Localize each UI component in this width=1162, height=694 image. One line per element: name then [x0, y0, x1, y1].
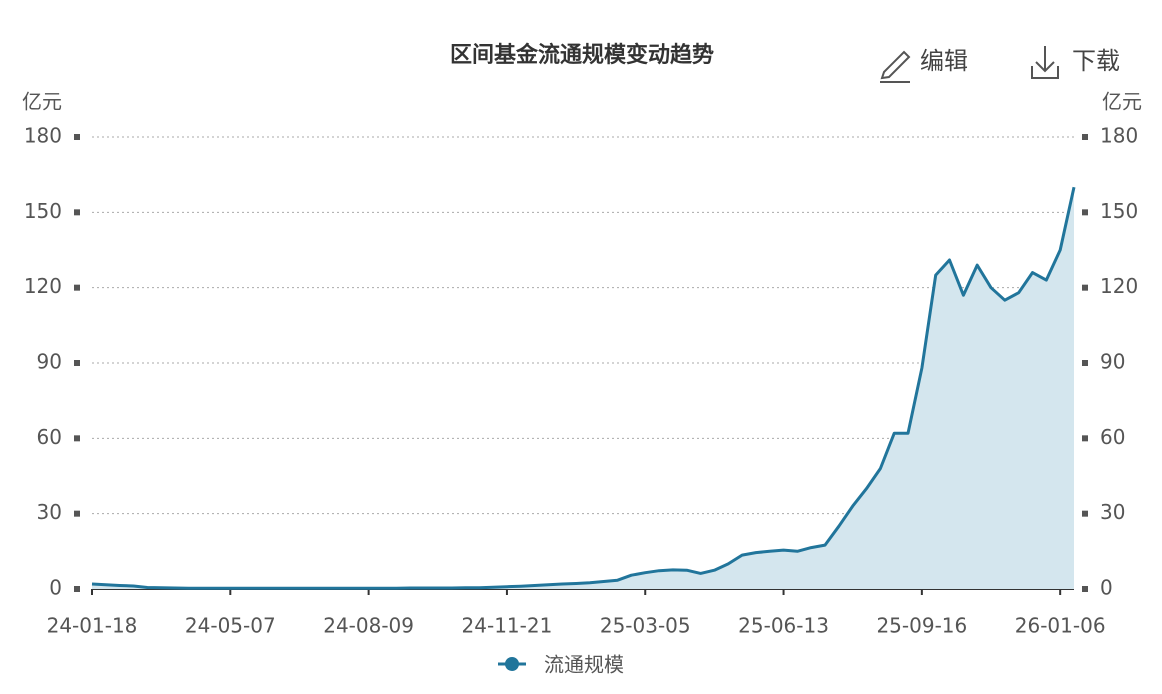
y-tick-mark [74, 360, 80, 366]
x-tick-label: 25-03-05 [600, 614, 691, 638]
y-tick-label: 150 [24, 199, 62, 223]
y-tick-label: 60 [37, 425, 62, 449]
y2-tick-mark [1082, 586, 1088, 592]
edit-icon [880, 50, 911, 83]
y2-axis-label: 亿元 [1102, 90, 1142, 114]
y2-tick-mark [1082, 134, 1088, 140]
y-tick-mark [74, 510, 80, 517]
area [92, 187, 1074, 589]
y2-tick-label: 30 [1100, 500, 1125, 524]
download-button[interactable]: 下载 [1031, 46, 1120, 79]
y2-tick-mark [1082, 360, 1088, 366]
edit-button[interactable]: 编辑 [880, 47, 968, 83]
legend-marker [505, 657, 519, 671]
y-tick-label: 180 [24, 124, 62, 148]
legend-label: 流通规模 [544, 653, 624, 677]
y-tick-mark [74, 209, 80, 216]
y2-tick-label: 60 [1100, 425, 1125, 449]
y-tick-mark [74, 134, 80, 140]
y2-tick-label: 150 [1100, 199, 1138, 223]
y-tick-mark [74, 284, 80, 291]
x-tick-label: 25-09-16 [876, 614, 967, 638]
y2-tick-label: 120 [1100, 274, 1138, 298]
y-tick-label: 30 [37, 500, 62, 524]
y2-tick-mark [1082, 284, 1088, 291]
y2-tick-mark [1082, 435, 1088, 442]
y-tick-label: 90 [37, 350, 62, 374]
x-tick-label: 24-05-07 [185, 614, 276, 638]
y2-tick-mark [1082, 209, 1088, 216]
download-icon [1031, 46, 1059, 79]
legend-item: 流通规模 [498, 653, 624, 677]
x-tick-label: 24-01-18 [47, 614, 138, 638]
y-axis-label: 亿元 [22, 90, 62, 114]
y-tick-label: 120 [24, 274, 62, 298]
x-tick-label: 24-11-21 [462, 614, 553, 638]
download-label[interactable]: 下载 [1072, 47, 1120, 75]
x-tick-label: 26-01-06 [1015, 614, 1106, 638]
y2-tick-label: 90 [1100, 350, 1125, 374]
y2-tick-mark [1082, 510, 1088, 517]
chart-title: 区间基金流通规模变动趋势 [450, 42, 714, 68]
x-tick-label: 25-06-13 [738, 614, 829, 638]
y2-tick-label: 0 [1100, 576, 1113, 600]
y-tick-mark [74, 435, 80, 442]
line [91, 186, 1076, 590]
y-tick-label: 0 [49, 576, 62, 600]
x-tick-label: 24-08-09 [323, 614, 414, 638]
edit-label[interactable]: 编辑 [920, 47, 968, 75]
y-tick-mark [74, 586, 80, 592]
y2-tick-label: 180 [1100, 124, 1138, 148]
